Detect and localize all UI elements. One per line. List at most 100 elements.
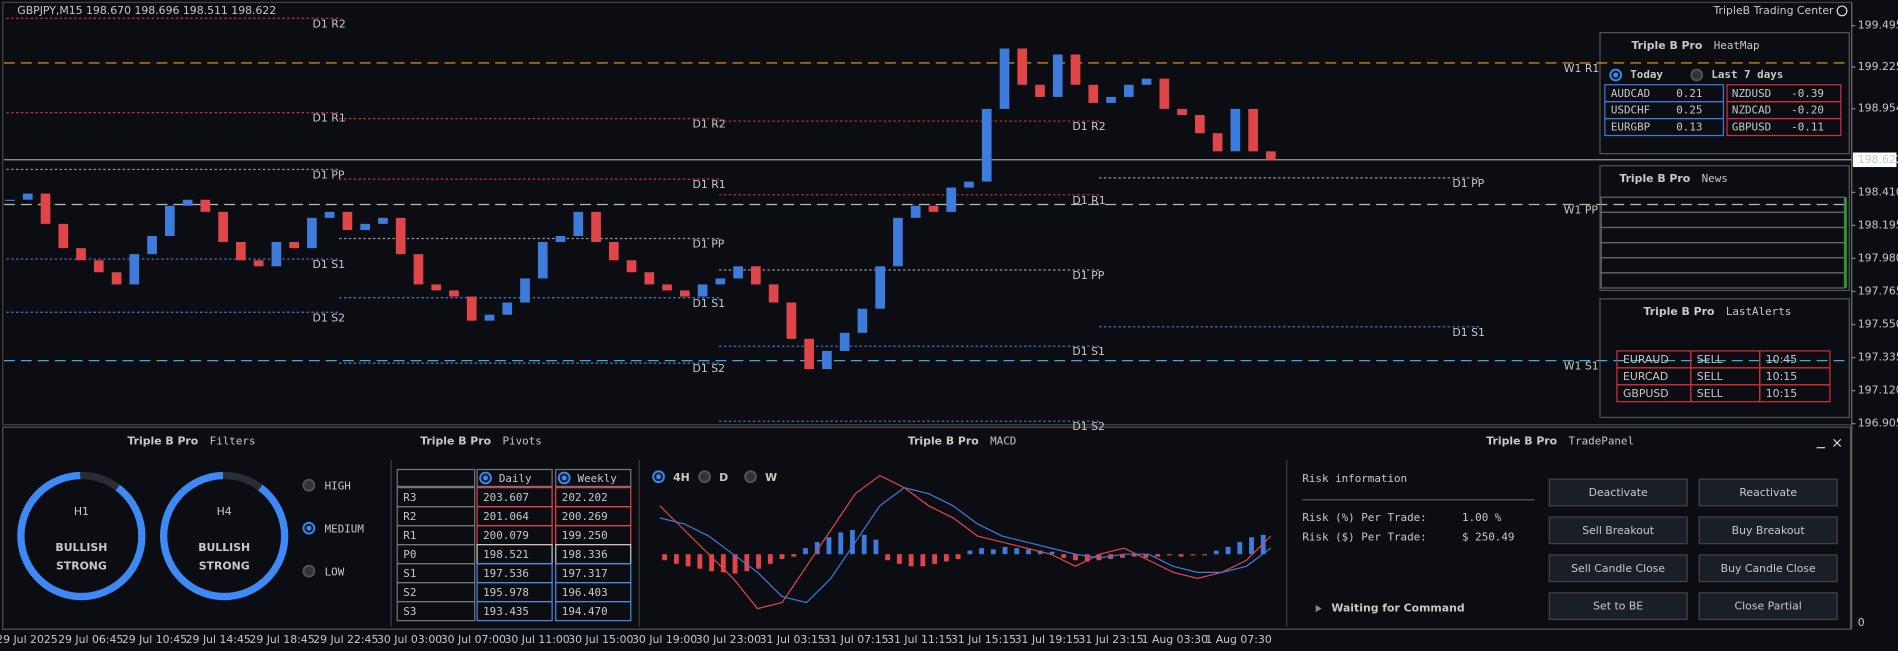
button-label: Sell Candle Close (1571, 562, 1665, 575)
pivot-cell-text: 198.521 (483, 548, 529, 561)
radio[interactable] (302, 478, 316, 492)
panel-title: Pivots (502, 435, 541, 448)
macd-bar (1037, 550, 1043, 555)
heatmap-pair: EURGBP (1611, 121, 1651, 134)
risk-value: 1.00 % (1462, 511, 1502, 524)
button[interactable] (1548, 554, 1688, 583)
candle (839, 332, 850, 351)
pivot-cell-text: R2 (403, 510, 416, 523)
heatmap-value: -0.39 (1791, 87, 1824, 100)
macd-bar (1249, 537, 1254, 555)
status-text: Waiting for Command (1331, 602, 1464, 615)
candle (1248, 108, 1258, 152)
button-label: Reactivate (1739, 486, 1797, 499)
macd-bar (697, 554, 703, 569)
candle (111, 272, 122, 285)
candle (928, 205, 939, 212)
alerts-panel (1599, 298, 1850, 419)
y-tick-label: 197.550 (1858, 318, 1898, 331)
candle (981, 108, 992, 182)
level-label: D1 R1 (1072, 194, 1105, 207)
button[interactable] (1548, 592, 1688, 621)
smiley-icon (1836, 5, 1848, 17)
alert-cell (1759, 384, 1831, 403)
macd-bar (767, 554, 773, 564)
app-name: TripleB Trading Center (1713, 4, 1835, 17)
candle (1212, 133, 1223, 152)
x-tick-label: 1 Aug 03:30 (1142, 633, 1208, 646)
button-label: Deactivate (1589, 486, 1648, 499)
level-label: D1 R2 (313, 17, 346, 30)
pivot-cell-text: S1 (403, 567, 416, 580)
x-tick-label: 30 Jul 19:00 (632, 633, 697, 646)
button[interactable] (1698, 478, 1838, 507)
y-tick-label: 198.410 (1858, 185, 1898, 198)
radio[interactable] (698, 470, 711, 484)
level-label: D1 S2 (1072, 420, 1105, 433)
close-button[interactable] (1833, 438, 1842, 447)
x-tick-label: 30 Jul 23:00 (696, 633, 761, 646)
button[interactable] (1548, 516, 1688, 545)
filter-level: MEDIUM (325, 522, 365, 535)
pivot-cell-text: 195.978 (483, 586, 529, 599)
alert-text: GBPUSD (1623, 387, 1669, 400)
level-label: W1 S1 (1564, 360, 1599, 373)
alert-text: SELL (1697, 387, 1723, 400)
macd-bar (720, 554, 726, 573)
alert-text: 10:15 (1766, 370, 1797, 383)
pivot-cell-text: S2 (403, 586, 416, 599)
pivot-cell-text: 197.536 (483, 567, 529, 580)
radio[interactable] (302, 564, 316, 578)
button[interactable] (1698, 516, 1838, 545)
macd-bar (1260, 534, 1266, 555)
level-label: D1 R1 (692, 178, 725, 191)
button[interactable] (1548, 478, 1688, 507)
level-label: D1 PP (1072, 269, 1104, 282)
level-label: D1 R2 (692, 118, 725, 131)
candle (324, 211, 335, 218)
alert-text: 10:45 (1766, 353, 1797, 366)
button[interactable] (1698, 592, 1838, 621)
candle (58, 223, 69, 249)
pivot-header (476, 468, 553, 488)
candle (289, 241, 299, 249)
candle (751, 266, 761, 285)
candle (786, 302, 797, 339)
candle (1230, 108, 1241, 152)
y-tick-label: 197.765 (1858, 284, 1898, 297)
radio[interactable] (744, 470, 757, 484)
heatmap-pair: NZDCAD (1732, 104, 1771, 117)
y-tick-label: 198.195 (1858, 218, 1898, 231)
macd-bar (814, 542, 820, 555)
heatmap-value: 0.25 (1676, 104, 1702, 117)
macd-bar (1225, 546, 1231, 555)
panel-brand: Triple B Pro (1644, 305, 1715, 318)
risk-label: Risk ($) Per Trade: (1302, 530, 1426, 543)
panel-brand: Triple B Pro (127, 435, 198, 448)
current-price-label: 198.622 (1858, 153, 1898, 166)
gauge-timeframe: H4 (217, 505, 232, 518)
macd-line (659, 486, 1272, 604)
gauge-ring (17, 471, 146, 601)
x-tick-label: 30 Jul 15:00 (568, 633, 633, 646)
level-label: D1 S2 (692, 362, 725, 375)
level-label: D1 S1 (1452, 326, 1485, 339)
heatmap-option: Last 7 days (1711, 68, 1783, 81)
macd-bar (744, 554, 750, 572)
candle (768, 284, 779, 303)
gauge-strength: STRONG (56, 559, 107, 572)
macd-bar (791, 554, 797, 557)
heatmap-value: -0.20 (1791, 104, 1824, 117)
level-label: D1 S1 (1072, 345, 1105, 358)
pivot-cell-text: 194.470 (562, 605, 608, 618)
x-tick-label: 31 Jul 19:15 (1015, 633, 1080, 646)
radio[interactable] (1690, 68, 1704, 82)
macd-bar (1061, 554, 1067, 558)
candle (360, 223, 371, 231)
pivot-cell-text: 202.202 (562, 491, 608, 504)
gauge-timeframe: H1 (74, 505, 89, 518)
pivot-cell (555, 601, 632, 622)
alert-text: 10:15 (1766, 387, 1797, 400)
button[interactable] (1698, 554, 1838, 583)
